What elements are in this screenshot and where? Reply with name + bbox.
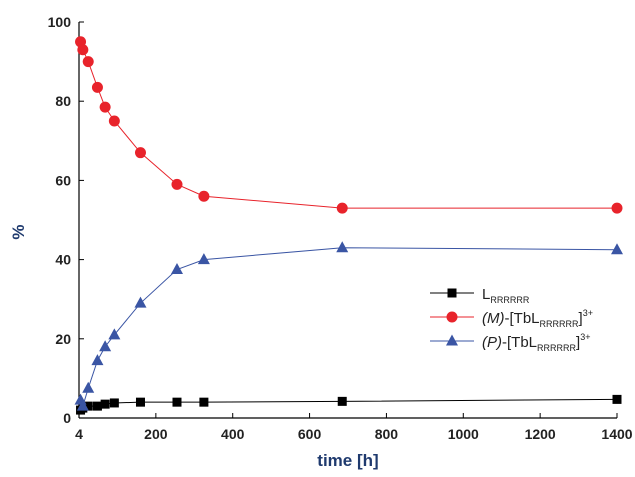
legend-label: (M)-[TbLRRRRRR]3+ bbox=[482, 308, 593, 329]
marker-triangle bbox=[82, 381, 95, 393]
x-tick-label: 200 bbox=[144, 426, 168, 442]
legend-label-part: RRRRRR bbox=[490, 295, 529, 305]
marker-triangle bbox=[76, 399, 89, 411]
marker-square bbox=[337, 396, 347, 406]
y-tick-label: 80 bbox=[55, 93, 71, 109]
marker-triangle bbox=[99, 340, 112, 352]
marker-triangle bbox=[611, 243, 623, 255]
marker-square bbox=[172, 397, 182, 407]
marker-circle bbox=[134, 147, 146, 159]
marker-circle bbox=[611, 202, 623, 214]
series-line bbox=[80, 398, 618, 411]
x-tick-label: 800 bbox=[375, 426, 399, 442]
marker-circle bbox=[108, 115, 120, 127]
marker-square bbox=[100, 399, 110, 409]
marker-circle bbox=[77, 44, 89, 56]
legend-label-part: 3+ bbox=[583, 308, 593, 318]
legend-label: (P)-[TbLRRRRRR]3+ bbox=[482, 332, 590, 353]
marker-circle bbox=[171, 178, 183, 190]
legend-label-part: RRRRRR bbox=[537, 343, 576, 353]
legend-label-part: ] bbox=[576, 334, 580, 351]
y-tick-label: 0 bbox=[63, 410, 71, 426]
y-tick-label: 40 bbox=[55, 252, 71, 268]
marker-square bbox=[92, 401, 102, 411]
marker-triangle bbox=[91, 354, 104, 366]
y-tick-label: 60 bbox=[55, 172, 71, 188]
legend-label-part: RRRRRR bbox=[540, 319, 579, 329]
legend-label: LRRRRRR bbox=[482, 286, 530, 305]
legend-label-part: L bbox=[482, 286, 490, 303]
y-tick-label: 20 bbox=[55, 331, 71, 347]
legend-label-part: -[TbL bbox=[502, 334, 537, 351]
marker-triangle bbox=[446, 334, 458, 346]
marker-square bbox=[83, 401, 93, 411]
marker-circle bbox=[99, 101, 111, 113]
marker-circle bbox=[446, 311, 458, 323]
marker-circle bbox=[91, 81, 103, 93]
series-line bbox=[80, 41, 617, 209]
legend-label-part: ] bbox=[579, 310, 583, 327]
marker-square bbox=[109, 398, 119, 408]
legend-label-part: -[TbL bbox=[505, 310, 540, 327]
x-axis-title: time [h] bbox=[317, 451, 378, 470]
marker-circle bbox=[198, 190, 210, 202]
marker-square bbox=[199, 397, 209, 407]
legend-label-part: (M) bbox=[482, 310, 505, 327]
x-tick-label: 1400 bbox=[601, 426, 632, 442]
marker-triangle bbox=[336, 241, 349, 253]
legend-label-part: 3+ bbox=[580, 332, 590, 342]
marker-square bbox=[447, 288, 457, 298]
y-tick-label: 100 bbox=[48, 14, 72, 30]
marker-triangle bbox=[170, 263, 183, 274]
marker-square bbox=[135, 397, 145, 407]
marker-triangle bbox=[108, 328, 121, 340]
x-tick-label: 4 bbox=[75, 426, 83, 442]
marker-circle bbox=[82, 56, 94, 68]
marker-square bbox=[612, 394, 622, 404]
x-tick-label: 400 bbox=[221, 426, 245, 442]
legend-label-part: (P) bbox=[482, 334, 502, 351]
x-tick-label: 1000 bbox=[448, 426, 479, 442]
marker-triangle bbox=[197, 253, 210, 265]
marker-triangle bbox=[134, 296, 147, 308]
x-tick-label: 1200 bbox=[525, 426, 556, 442]
y-axis-title: % bbox=[9, 224, 28, 239]
marker-circle bbox=[336, 202, 348, 214]
x-tick-label: 600 bbox=[298, 426, 322, 442]
